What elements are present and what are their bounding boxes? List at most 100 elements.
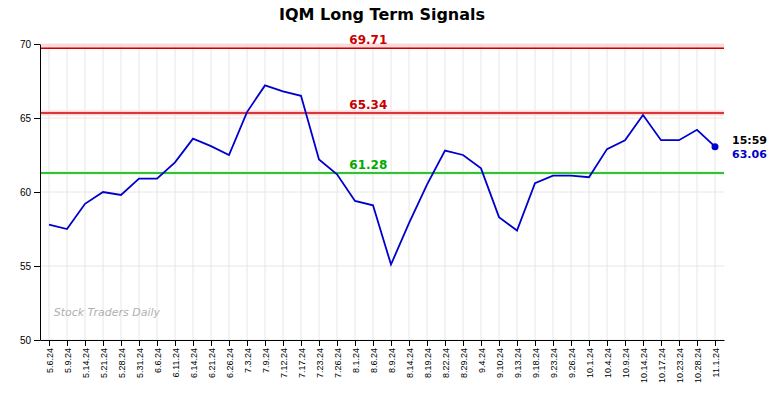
x-tick: 9.26.24 [567, 340, 577, 378]
x-tick-mark [697, 340, 698, 346]
last-time-label: 15:59 [732, 134, 767, 147]
x-tick-mark [121, 340, 122, 346]
x-tick-label: 10.9.24 [621, 348, 631, 378]
grid-line-y [40, 340, 724, 341]
x-tick-mark [337, 340, 338, 346]
y-tick: 65 [20, 113, 40, 124]
x-tick: 6.26.24 [225, 340, 235, 378]
y-tick-label: 60 [20, 187, 32, 198]
x-tick-label: 7.9.24 [261, 348, 271, 373]
x-tick-label: 10.14.24 [639, 348, 649, 383]
x-tick: 5.9.24 [63, 340, 73, 373]
x-tick-mark [445, 340, 446, 346]
y-tick-label: 65 [20, 113, 32, 124]
x-tick-label: 7.26.24 [333, 348, 343, 378]
watermark: Stock Traders Daily [54, 306, 161, 319]
y-tick: 70 [20, 39, 40, 50]
x-tick-label: 7.12.24 [279, 348, 289, 378]
x-tick: 8.6.24 [369, 340, 379, 373]
x-tick-label: 6.26.24 [225, 348, 235, 378]
x-tick-label: 11.1.24 [711, 348, 721, 377]
x-tick-label: 10.28.24 [693, 348, 703, 383]
y-tick-mark [34, 340, 40, 341]
x-tick-mark [319, 340, 320, 346]
x-tick-mark [103, 340, 104, 346]
x-tick: 7.12.24 [279, 340, 289, 378]
x-tick-label: 9.4.24 [477, 348, 487, 373]
reference-line [40, 48, 724, 50]
x-tick: 5.28.24 [117, 340, 127, 378]
x-tick-label: 5.9.24 [63, 348, 73, 373]
x-tick-mark [211, 340, 212, 346]
x-tick-mark [409, 340, 410, 346]
x-tick-label: 9.13.24 [513, 348, 523, 378]
reference-label: 69.71 [349, 33, 387, 47]
grid-line-y [40, 192, 724, 193]
x-tick: 9.18.24 [531, 340, 541, 378]
x-tick-mark [139, 340, 140, 346]
x-tick-mark [643, 340, 644, 346]
x-tick: 10.14.24 [639, 340, 649, 383]
x-tick: 8.29.24 [459, 340, 469, 378]
x-tick-mark [625, 340, 626, 346]
x-tick-label: 8.9.24 [387, 348, 397, 373]
x-tick-label: 7.23.24 [315, 348, 325, 378]
x-tick: 10.1.24 [585, 340, 595, 378]
x-tick: 10.23.24 [675, 340, 685, 383]
x-tick: 7.23.24 [315, 340, 325, 378]
y-tick-label: 50 [20, 335, 32, 346]
y-tick-mark [34, 118, 40, 119]
x-tick: 5.21.24 [99, 340, 109, 378]
reference-label: 65.34 [349, 98, 387, 112]
x-tick-mark [463, 340, 464, 346]
reference-line [40, 112, 724, 114]
x-tick: 10.28.24 [693, 340, 703, 383]
x-tick-mark [229, 340, 230, 346]
x-tick-label: 10.1.24 [585, 348, 595, 378]
x-tick: 5.6.24 [45, 340, 55, 373]
grid-line-y [40, 266, 724, 267]
x-tick: 11.1.24 [711, 340, 721, 377]
x-tick: 6.11.24 [171, 340, 181, 377]
x-tick-label: 9.23.24 [549, 348, 559, 378]
x-tick-mark [175, 340, 176, 346]
reference-label: 61.28 [349, 158, 387, 172]
x-tick-mark [715, 340, 716, 346]
data-layer [40, 44, 724, 265]
x-tick-label: 5.6.24 [45, 348, 55, 373]
x-tick-label: 8.19.24 [423, 348, 433, 378]
x-tick: 10.17.24 [657, 340, 667, 383]
y-tick-mark [34, 266, 40, 267]
x-tick-label: 8.29.24 [459, 348, 469, 378]
x-tick-label: 8.1.24 [351, 348, 361, 373]
x-tick: 8.14.24 [405, 340, 415, 378]
plot-area: 5.6.245.9.245.14.245.21.245.28.245.31.24… [20, 33, 767, 383]
x-tick: 6.21.24 [207, 340, 217, 378]
x-tick-label: 8.6.24 [369, 348, 379, 373]
x-tick-mark [481, 340, 482, 346]
x-tick: 5.14.24 [81, 340, 91, 378]
x-tick: 6.14.24 [189, 340, 199, 378]
y-tick-label: 55 [20, 261, 32, 272]
y-tick-label: 70 [20, 39, 32, 50]
x-tick-label: 10.23.24 [675, 348, 685, 383]
x-tick: 7.3.24 [243, 340, 253, 373]
x-tick-label: 6.6.24 [153, 348, 163, 373]
x-tick-mark [265, 340, 266, 346]
x-tick-mark [679, 340, 680, 346]
chart-svg: 5.6.245.9.245.14.245.21.245.28.245.31.24… [0, 0, 784, 398]
x-tick: 8.22.24 [441, 340, 451, 378]
x-tick-mark [607, 340, 608, 346]
x-tick: 6.6.24 [153, 340, 163, 373]
x-tick-mark [301, 340, 302, 346]
x-tick-mark [553, 340, 554, 346]
x-tick-label: 5.21.24 [99, 348, 109, 378]
x-tick: 9.4.24 [477, 340, 487, 373]
x-tick: 9.13.24 [513, 340, 523, 378]
x-tick-label: 6.11.24 [171, 348, 181, 377]
y-tick: 55 [20, 261, 40, 272]
x-tick-mark [517, 340, 518, 346]
x-tick: 10.9.24 [621, 340, 631, 378]
title: IQM Long Term Signals [279, 5, 485, 24]
y-tick: 50 [20, 335, 40, 346]
